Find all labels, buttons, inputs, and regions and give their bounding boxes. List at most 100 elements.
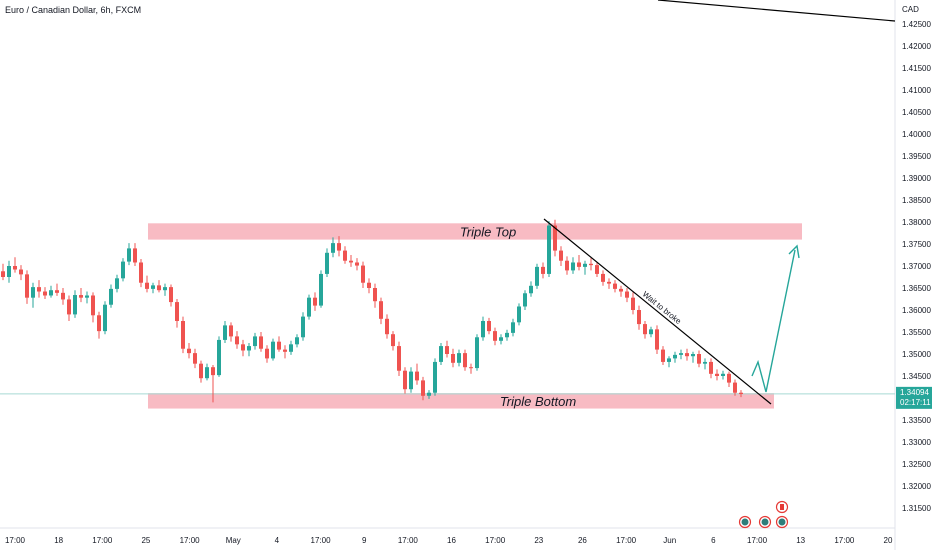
candle-up[interactable] <box>457 353 461 363</box>
triple-top-zone[interactable] <box>148 223 802 240</box>
candle-up[interactable] <box>247 346 251 351</box>
candle-down[interactable] <box>421 380 425 396</box>
candle-down[interactable] <box>415 371 419 381</box>
candle-down[interactable] <box>727 373 731 383</box>
candle-up[interactable] <box>127 248 131 262</box>
projection-path[interactable] <box>751 249 796 393</box>
candle-up[interactable] <box>679 353 683 355</box>
candle-down[interactable] <box>43 291 47 296</box>
candle-up[interactable] <box>325 252 329 274</box>
candle-up[interactable] <box>511 322 515 333</box>
candle-up[interactable] <box>289 344 293 352</box>
candle-down[interactable] <box>181 321 185 349</box>
candle-up[interactable] <box>295 337 299 345</box>
candle-down[interactable] <box>199 363 203 379</box>
candle-up[interactable] <box>85 295 89 298</box>
candle-up[interactable] <box>703 361 707 364</box>
candle-up[interactable] <box>667 358 671 362</box>
candle-down[interactable] <box>133 248 137 263</box>
earnings-icon[interactable] <box>738 515 752 529</box>
candle-down[interactable] <box>1 271 5 277</box>
candle-down[interactable] <box>265 348 269 359</box>
candle-down[interactable] <box>259 336 263 349</box>
candle-down[interactable] <box>739 392 743 395</box>
candle-down[interactable] <box>619 288 623 292</box>
candle-up[interactable] <box>529 285 533 294</box>
candle-down[interactable] <box>19 269 23 275</box>
candle-down[interactable] <box>445 346 449 354</box>
candle-down[interactable] <box>577 262 581 267</box>
candle-down[interactable] <box>715 373 719 376</box>
candle-down[interactable] <box>631 297 635 310</box>
candle-down[interactable] <box>595 265 599 274</box>
candle-down[interactable] <box>145 282 149 289</box>
candle-up[interactable] <box>505 332 509 338</box>
candle-up[interactable] <box>691 354 695 357</box>
candle-down[interactable] <box>559 250 563 261</box>
candle-down[interactable] <box>613 283 617 289</box>
candle-up[interactable] <box>223 325 227 340</box>
candle-down[interactable] <box>283 349 287 352</box>
descending-trendline[interactable] <box>543 218 772 405</box>
candle-down[interactable] <box>601 273 605 282</box>
candle-up[interactable] <box>499 337 503 341</box>
candle-down[interactable] <box>541 266 545 274</box>
candle-up[interactable] <box>649 329 653 335</box>
candle-up[interactable] <box>31 287 35 298</box>
candle-down[interactable] <box>91 295 95 316</box>
candle-down[interactable] <box>67 299 71 315</box>
candle-down[interactable] <box>373 288 377 302</box>
candle-down[interactable] <box>55 290 59 293</box>
earnings-icon[interactable] <box>775 515 789 529</box>
candle-down[interactable] <box>637 310 641 325</box>
candle-down[interactable] <box>157 285 161 291</box>
candle-down[interactable] <box>61 292 65 300</box>
candle-down[interactable] <box>685 353 689 357</box>
candle-up[interactable] <box>409 371 413 390</box>
canada-flag-icon[interactable] <box>775 500 789 514</box>
candle-up[interactable] <box>571 262 575 271</box>
candle-down[interactable] <box>697 354 701 364</box>
candle-down[interactable] <box>397 346 401 371</box>
price-axis[interactable]: 1.42500 1.42000 1.41500 1.41000 1.40500 1.400… <box>902 20 931 513</box>
candle-up[interactable] <box>439 346 443 362</box>
candle-up[interactable] <box>481 321 485 338</box>
candle-down[interactable] <box>469 367 473 369</box>
candle-down[interactable] <box>349 260 353 263</box>
candle-up[interactable] <box>475 337 479 369</box>
candle-down[interactable] <box>661 349 665 362</box>
candle-down[interactable] <box>733 382 737 393</box>
candle-down[interactable] <box>463 353 467 368</box>
candle-up[interactable] <box>331 243 335 253</box>
triple-bottom-zone[interactable] <box>148 393 774 409</box>
candle-down[interactable] <box>379 301 383 319</box>
candle-down[interactable] <box>391 334 395 347</box>
candle-down[interactable] <box>79 295 83 298</box>
candle-up[interactable] <box>7 266 11 277</box>
candle-down[interactable] <box>625 291 629 298</box>
candle-up[interactable] <box>151 285 155 289</box>
candle-down[interactable] <box>487 321 491 332</box>
candle-down[interactable] <box>25 274 29 298</box>
candle-down[interactable] <box>211 367 215 376</box>
candle-up[interactable] <box>673 354 677 359</box>
candle-down[interactable] <box>709 361 713 374</box>
candle-down[interactable] <box>241 344 245 351</box>
candle-down[interactable] <box>553 225 557 251</box>
candle-up[interactable] <box>301 316 305 338</box>
earnings-icon[interactable] <box>758 515 772 529</box>
candle-down[interactable] <box>385 318 389 335</box>
candle-up[interactable] <box>253 336 257 347</box>
candle-down[interactable] <box>313 297 317 306</box>
candle-up[interactable] <box>205 367 209 379</box>
candle-down[interactable] <box>403 370 407 390</box>
candle-up[interactable] <box>319 273 323 306</box>
candle-down[interactable] <box>643 324 647 335</box>
candle-down[interactable] <box>355 262 359 266</box>
time-axis[interactable]: 17:00 18 17:00 25 17:00 May 4 17:00 9 17:00 16 17:0… <box>5 536 893 545</box>
candle-down[interactable] <box>175 302 179 321</box>
candle-down[interactable] <box>139 262 143 283</box>
candle-down[interactable] <box>193 353 197 364</box>
candle-down[interactable] <box>37 287 41 292</box>
